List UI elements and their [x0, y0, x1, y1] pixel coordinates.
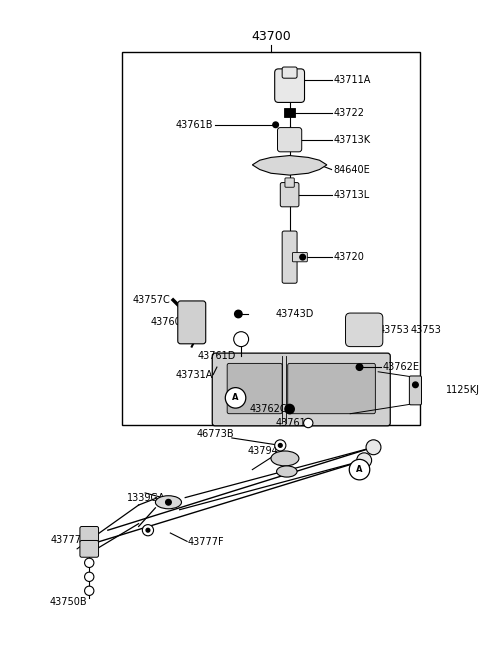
Circle shape	[356, 364, 363, 370]
Ellipse shape	[271, 451, 299, 466]
FancyBboxPatch shape	[212, 353, 390, 426]
Circle shape	[84, 572, 94, 582]
Ellipse shape	[156, 496, 181, 509]
Circle shape	[285, 404, 294, 414]
Text: 43750B: 43750B	[50, 597, 87, 607]
FancyBboxPatch shape	[282, 67, 297, 78]
Text: 43794: 43794	[248, 446, 278, 456]
Text: 1339GA: 1339GA	[127, 493, 166, 502]
Bar	[122, 52, 420, 425]
Circle shape	[225, 388, 246, 408]
Text: 43753: 43753	[411, 325, 442, 335]
Text: 43713K: 43713K	[334, 135, 371, 145]
FancyBboxPatch shape	[80, 527, 98, 543]
Circle shape	[84, 586, 94, 595]
Text: 43753: 43753	[378, 325, 409, 335]
Text: 43731A: 43731A	[176, 369, 213, 379]
Circle shape	[349, 459, 370, 480]
Circle shape	[357, 453, 372, 468]
Text: 46773B: 46773B	[196, 429, 234, 440]
FancyBboxPatch shape	[346, 313, 383, 346]
Text: 43762E: 43762E	[383, 362, 420, 372]
FancyBboxPatch shape	[227, 364, 282, 414]
Text: 43720: 43720	[334, 252, 364, 262]
Text: 43743D: 43743D	[276, 309, 314, 319]
Text: 43777F: 43777F	[187, 537, 224, 548]
FancyBboxPatch shape	[292, 252, 307, 262]
Text: 84640E: 84640E	[334, 164, 370, 174]
FancyBboxPatch shape	[280, 183, 299, 207]
Circle shape	[238, 335, 245, 343]
FancyBboxPatch shape	[178, 301, 206, 344]
FancyBboxPatch shape	[288, 364, 375, 414]
Text: 43777F: 43777F	[51, 534, 87, 544]
Text: 43757C: 43757C	[132, 295, 170, 305]
FancyBboxPatch shape	[275, 69, 304, 102]
Circle shape	[84, 558, 94, 567]
Ellipse shape	[276, 466, 297, 477]
FancyBboxPatch shape	[282, 231, 297, 283]
Text: 43761D: 43761D	[197, 351, 236, 361]
Text: 43722: 43722	[334, 107, 364, 118]
Text: A: A	[232, 394, 239, 402]
Circle shape	[413, 382, 418, 388]
Text: 43761: 43761	[276, 418, 306, 428]
Text: 43700: 43700	[251, 29, 291, 43]
FancyBboxPatch shape	[277, 128, 302, 152]
Text: 43760D: 43760D	[151, 318, 189, 328]
Circle shape	[303, 419, 313, 428]
Circle shape	[273, 122, 278, 128]
FancyBboxPatch shape	[80, 540, 98, 557]
Circle shape	[278, 443, 282, 447]
Circle shape	[275, 440, 286, 451]
Text: 43762C: 43762C	[249, 404, 287, 414]
Circle shape	[235, 310, 242, 318]
Circle shape	[300, 254, 305, 260]
Text: 43761B: 43761B	[176, 120, 213, 130]
Text: 43713L: 43713L	[334, 190, 370, 200]
Circle shape	[366, 440, 381, 455]
Circle shape	[146, 529, 150, 532]
FancyBboxPatch shape	[409, 376, 421, 405]
Circle shape	[166, 500, 171, 505]
Text: 43711A: 43711A	[334, 75, 371, 85]
Polygon shape	[252, 155, 327, 175]
Text: A: A	[356, 465, 363, 474]
Bar	[284, 108, 295, 117]
Circle shape	[143, 525, 154, 536]
Circle shape	[234, 331, 249, 346]
FancyBboxPatch shape	[285, 178, 294, 187]
Text: 1125KJ: 1125KJ	[446, 385, 480, 396]
